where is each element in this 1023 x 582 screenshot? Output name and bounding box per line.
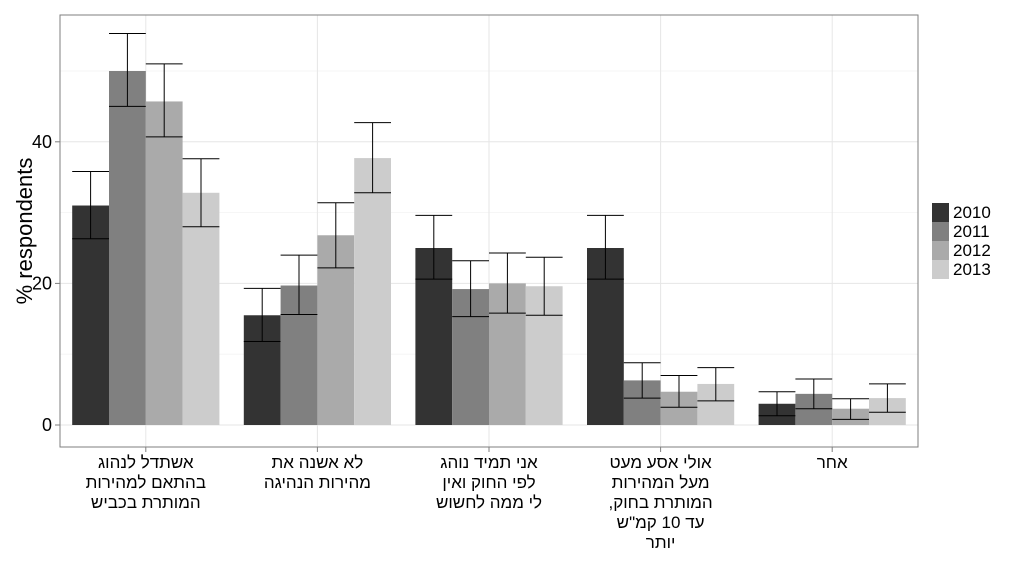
x-category-label: אחר [817,453,848,472]
x-category-label-line: עד 10 קמ"ש [617,513,705,532]
error-bar-2012-cat-2 [317,202,355,269]
error-bar-2013-cat-4 [697,367,735,402]
legend-swatch-2012 [932,241,949,260]
error-bar-2012-cat-3 [489,252,526,314]
legend-swatch-2013 [932,260,949,279]
error-bar-2011-cat-3 [452,260,489,318]
error-bar-2010-cat-4 [587,214,624,280]
x-category-label-line: מעל המהירות [612,473,710,492]
x-category-label-line: אולי אסע מעט [610,453,713,472]
x-category-label: אשתדל לנהוג בהתאם למהירות המותרת בכביש [86,453,206,512]
x-category-label-line: לי ממה לחשוש [436,493,542,512]
error-bar-2012-cat-4 [660,374,698,408]
x-category-label-line: יותר [646,533,676,552]
bars [72,71,906,426]
error-bar-2013-cat-5 [869,383,906,413]
x-category-label-line: מהירות הנהיגה [264,473,371,492]
x-category-label: אולי אסע מעט מעל המהירות המותרת בחוק, עד 10… [609,453,713,552]
error-bar-2013-cat-2 [354,122,391,194]
x-category-label: לא אשנה את מהירות הנהיגה [264,453,371,492]
y-axis: 0 20 40 [32,132,60,435]
x-category-label-line: אשתדל לנהוג [98,453,194,472]
error-bar-2011-cat-5 [795,378,833,410]
error-bars [72,32,906,420]
error-bar-2013-cat-3 [525,256,563,316]
legend-label-2013: 2013 [953,260,991,279]
x-category-label-line: לא אשנה את [272,453,364,472]
error-bar-2010-cat-2 [243,287,281,342]
x-category-label-line: המותרת בכביש [91,493,201,512]
error-bar-2011-cat-4 [623,362,661,399]
bar-2013-cat-2 [354,158,391,426]
x-category-label: אני תמיד נוהג לפי החוק ואין לי ממה לחשוש [436,453,542,512]
legend-swatch-2010 [932,203,949,222]
x-category-label-line: בהתאם למהירות [86,473,206,492]
error-bar-2010-cat-1 [72,171,109,240]
legend-label-2011: 2011 [953,222,990,241]
bar-2012-cat-1 [145,101,183,425]
error-bar-2010-cat-5 [758,391,796,417]
error-bar-2010-cat-3 [415,214,453,280]
x-axis: אשתדל לנהוג בהתאם למהירות המותרת בכביש לא א… [86,447,848,552]
bar-2013-cat-1 [182,192,220,425]
x-category-label-line: אני תמיד נוהג [440,453,538,472]
y-tick-label: 0 [42,415,52,435]
y-tick-label: 20 [32,273,52,293]
x-category-label-line: המותרת בחוק, [609,493,713,512]
error-bar-2013-cat-1 [182,158,220,228]
legend-swatch-2011 [932,222,949,241]
legend-label-2010: 2010 [953,203,991,222]
legend-label-2012: 2012 [953,241,991,260]
y-axis-title: % respondents [12,158,37,305]
x-category-label-line: אחר [817,453,848,472]
bar-2010-cat-1 [72,205,109,425]
x-category-label-line: לפי החוק ואין [442,473,535,492]
error-bar-2011-cat-2 [280,254,318,316]
error-bar-2012-cat-5 [832,398,869,420]
error-bar-2012-cat-1 [145,63,183,138]
y-tick-label: 40 [32,132,52,152]
error-bar-2011-cat-1 [109,32,146,107]
bar-2011-cat-1 [109,71,146,425]
